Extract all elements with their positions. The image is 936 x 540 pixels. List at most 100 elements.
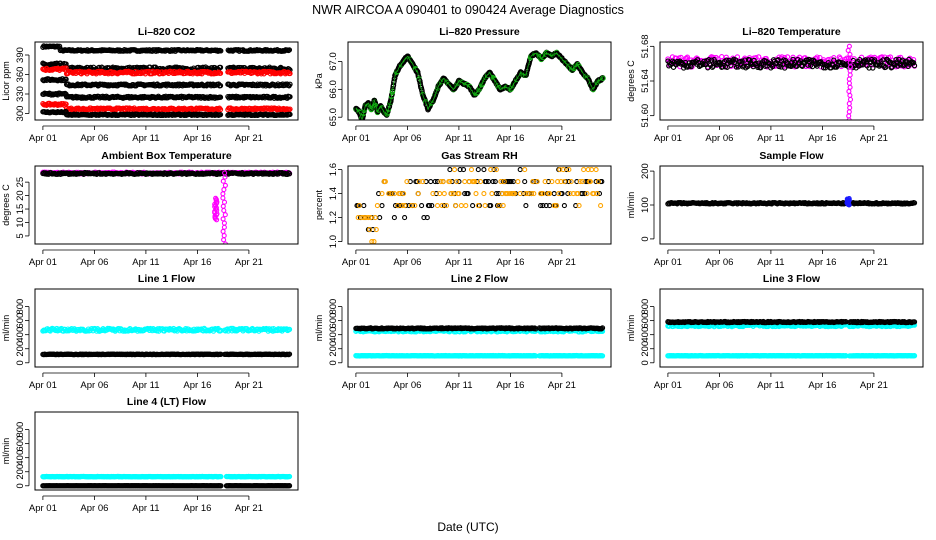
point-rh bbox=[538, 203, 544, 209]
point-rh-alt bbox=[568, 179, 574, 185]
point-dip-2 bbox=[221, 233, 227, 239]
point-spike bbox=[847, 84, 853, 90]
point-rh-alt bbox=[584, 191, 590, 197]
point-dip-2 bbox=[220, 191, 226, 197]
point-rh bbox=[543, 203, 549, 209]
x-tick-label: Apr 11 bbox=[445, 133, 472, 144]
point-rh-alt bbox=[481, 191, 487, 197]
x-tick-label: Apr 11 bbox=[757, 257, 784, 268]
x-tick-label: Apr 01 bbox=[29, 257, 57, 268]
point-rh-alt bbox=[373, 227, 379, 233]
point-rh bbox=[582, 191, 588, 197]
x-tick-label: Apr 06 bbox=[393, 133, 421, 144]
point-rh bbox=[573, 203, 579, 209]
point-dip-2 bbox=[221, 199, 228, 205]
point-rh-alt bbox=[500, 203, 506, 209]
y-tick-label: 0 bbox=[640, 236, 651, 241]
point-rh-alt bbox=[553, 203, 559, 209]
x-axis: Apr 01 Apr 06 Apr 11 Apr 16 Apr 21 bbox=[342, 125, 576, 144]
point-dip-2 bbox=[220, 195, 226, 201]
point-standard-3 bbox=[217, 94, 224, 100]
point-rh bbox=[402, 215, 408, 221]
point-low-standard bbox=[217, 111, 224, 118]
point-dip-2 bbox=[220, 178, 226, 184]
point-dip-2 bbox=[220, 216, 226, 222]
y-tick-label: 800 bbox=[15, 299, 26, 315]
point-rh-alt bbox=[366, 227, 373, 233]
point-rh-alt bbox=[567, 191, 573, 197]
point-rh bbox=[434, 179, 441, 185]
point-rh-alt bbox=[576, 203, 582, 209]
panel-title: Line 2 Flow bbox=[451, 273, 509, 285]
x-tick-label: Apr 16 bbox=[496, 133, 524, 144]
plot-area bbox=[353, 49, 606, 120]
point-spike bbox=[846, 88, 852, 94]
x-tick-label: Apr 21 bbox=[548, 133, 576, 144]
point-rh-alt bbox=[361, 215, 367, 221]
y-tick-label: 10 bbox=[15, 217, 26, 228]
point-rh-alt bbox=[388, 191, 394, 197]
point-spike bbox=[845, 56, 851, 62]
point-spike bbox=[846, 109, 852, 115]
x-tick-label: Apr 16 bbox=[808, 133, 836, 144]
point-rh bbox=[470, 203, 476, 209]
point-rh-alt bbox=[587, 179, 593, 185]
y-tick-label: 100 bbox=[640, 197, 651, 213]
point-rh-alt bbox=[598, 203, 604, 209]
point-line-1-flow bbox=[228, 325, 234, 332]
point-rh-alt bbox=[577, 179, 583, 185]
point-rh bbox=[462, 191, 468, 197]
y-tick-label: 51.60 bbox=[640, 104, 651, 128]
point-rh-alt bbox=[450, 191, 456, 197]
x-tick-label: Apr 16 bbox=[183, 257, 211, 268]
plot-area bbox=[40, 325, 293, 358]
point-standard-2 bbox=[63, 76, 69, 82]
y-tick-label: 65.0 bbox=[328, 108, 339, 127]
point-rh-alt bbox=[549, 179, 555, 185]
point-high-standard bbox=[286, 47, 293, 53]
point-temperature bbox=[744, 63, 751, 70]
y-tick-label: 200 bbox=[15, 341, 26, 357]
point-dip-2 bbox=[222, 170, 228, 176]
point-rh bbox=[421, 215, 427, 221]
point-standard-3 bbox=[287, 94, 293, 100]
point-rh-alt bbox=[511, 191, 518, 197]
point-rh bbox=[447, 167, 453, 173]
plot-frame bbox=[34, 288, 299, 368]
point-rh bbox=[391, 215, 397, 221]
point-temperature bbox=[893, 56, 899, 63]
x-tick-label: Apr 06 bbox=[705, 133, 733, 144]
point-rh bbox=[492, 179, 498, 185]
point-rh-alt bbox=[453, 203, 459, 209]
point-rh-alt bbox=[463, 203, 469, 209]
point-rh-alt bbox=[593, 167, 599, 173]
y-tick-label: 20 bbox=[15, 190, 26, 201]
point-rh bbox=[428, 179, 434, 185]
point-reference bbox=[217, 106, 224, 113]
figure-title: NWR AIRCOA A 090401 to 090424 Average Di… bbox=[312, 3, 624, 17]
point-rh-alt bbox=[415, 191, 421, 197]
y-tick-label: 330 bbox=[15, 86, 26, 102]
y-tick-label: 0 bbox=[15, 360, 26, 365]
panel-title: Sample Flow bbox=[759, 150, 824, 162]
point-spike bbox=[847, 60, 853, 66]
point-rh-alt bbox=[581, 167, 587, 173]
y-tick-label: 1.0 bbox=[328, 235, 339, 248]
point-rh bbox=[596, 191, 603, 197]
point-rh-alt bbox=[575, 191, 581, 197]
plot-area bbox=[40, 169, 293, 244]
point-dip-2 bbox=[221, 237, 227, 243]
point-rh-alt bbox=[397, 191, 403, 197]
point-dip-2 bbox=[221, 220, 227, 226]
y-tick-label: 25 bbox=[15, 177, 26, 188]
point-temperature-avg- bbox=[790, 54, 796, 60]
point-rh-alt bbox=[555, 179, 561, 185]
x-tick-label: Apr 21 bbox=[548, 257, 576, 268]
x-tick-label: Apr 21 bbox=[235, 380, 263, 391]
point-rh-alt bbox=[534, 179, 540, 185]
x-axis: Apr 01 Apr 06 Apr 11 Apr 16 Apr 21 bbox=[342, 249, 576, 268]
point-box-temperature bbox=[286, 171, 293, 177]
point-rh bbox=[460, 167, 467, 173]
